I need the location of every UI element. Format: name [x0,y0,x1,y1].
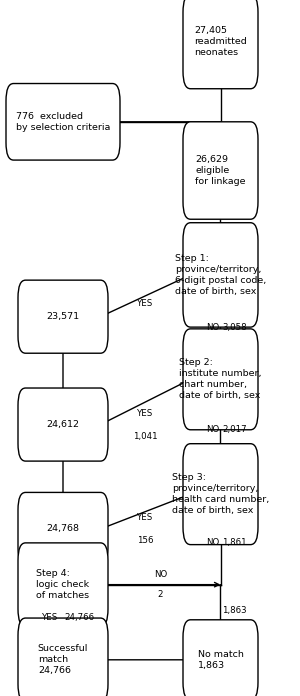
Text: 26,629
eligible
for linkage: 26,629 eligible for linkage [195,155,246,186]
Text: Step 3:
province/territory,
health card number,
date of birth, sex: Step 3: province/territory, health card … [172,473,269,515]
Text: 24,766: 24,766 [64,613,94,622]
Text: 1,041: 1,041 [133,432,158,441]
FancyBboxPatch shape [183,223,258,327]
Text: 156: 156 [137,536,154,545]
Text: Step 4:
logic check
of matches: Step 4: logic check of matches [36,569,90,600]
FancyBboxPatch shape [18,280,108,353]
FancyBboxPatch shape [18,388,108,461]
Text: NO: NO [206,323,219,331]
Text: 24,612: 24,612 [46,420,80,429]
Text: 776  excluded
by selection criteria: 776 excluded by selection criteria [16,112,110,132]
Text: Step 2:
institute number,
chart number,
date of birth, sex: Step 2: institute number, chart number, … [179,358,262,400]
Text: Successful
match
24,766: Successful match 24,766 [38,644,88,675]
FancyBboxPatch shape [18,543,108,626]
FancyBboxPatch shape [183,122,258,219]
Text: 24,768: 24,768 [46,525,80,533]
FancyBboxPatch shape [183,619,258,696]
FancyBboxPatch shape [18,493,108,565]
FancyBboxPatch shape [183,329,258,429]
Text: YES: YES [137,409,154,418]
Text: 23,571: 23,571 [46,313,80,321]
FancyBboxPatch shape [18,618,108,696]
Text: 27,405
readmitted
neonates: 27,405 readmitted neonates [194,26,247,57]
Text: Step 1:
province/territory,
6-digit postal code,
date of birth, sex: Step 1: province/territory, 6-digit post… [175,254,266,296]
Text: NO: NO [206,425,219,434]
Text: 1,861: 1,861 [222,538,247,547]
Text: NO: NO [154,570,167,579]
Text: 3,058: 3,058 [222,323,247,331]
Text: No match
1,863: No match 1,863 [198,650,243,670]
Text: YES: YES [42,613,58,622]
FancyBboxPatch shape [183,0,258,89]
Text: 2,017: 2,017 [222,425,247,434]
Text: 1,863: 1,863 [222,606,247,615]
Text: 2: 2 [158,590,163,599]
FancyBboxPatch shape [6,84,120,160]
Text: NO: NO [206,538,219,547]
Text: YES: YES [137,513,154,522]
Text: YES: YES [137,299,154,308]
FancyBboxPatch shape [183,444,258,544]
